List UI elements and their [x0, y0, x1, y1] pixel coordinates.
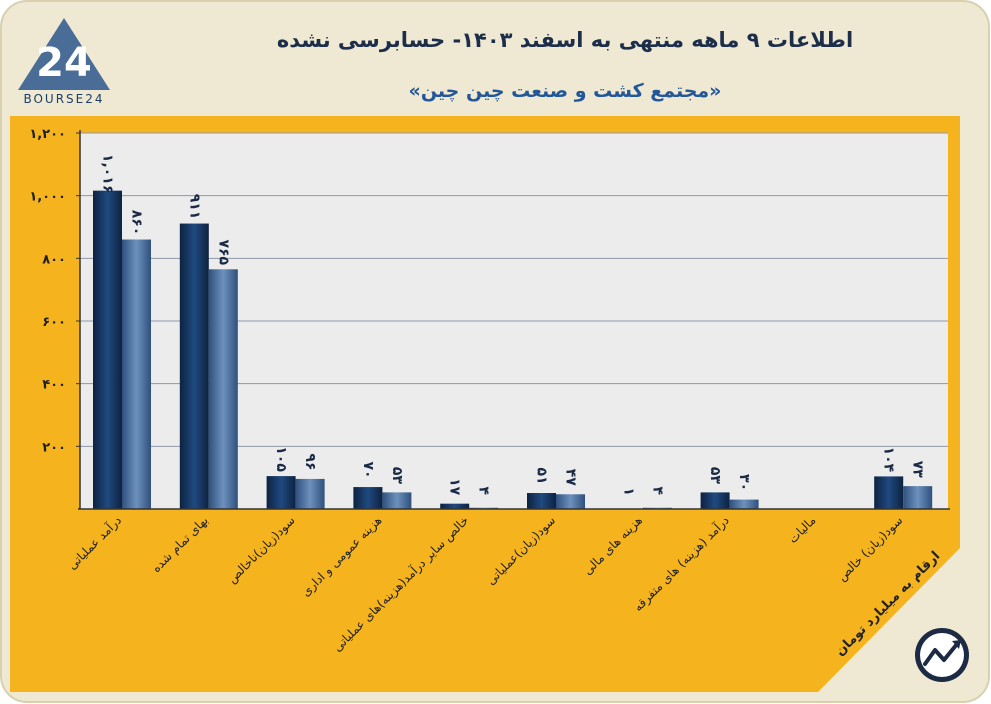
bar [266, 476, 296, 509]
bourse24-logo-icon: 24 [18, 18, 110, 90]
bar [295, 478, 325, 509]
value-label: ۵۳ [389, 467, 405, 485]
value-label: ۴ [649, 486, 665, 495]
value-label: ۸۶۰ [129, 210, 145, 236]
value-label: ۷۶۵ [215, 239, 231, 265]
value-label: ۷۳ [910, 461, 926, 479]
value-label: ۱۰۵ [273, 446, 289, 472]
bar [179, 223, 209, 509]
value-label: ۴۷ [563, 469, 579, 487]
y-tick-label: ۴۰۰ [42, 378, 66, 393]
value-label: ۹۶ [302, 453, 318, 470]
bar [440, 503, 470, 509]
value-label: ۹۱۱ [186, 194, 202, 220]
bar [208, 269, 238, 509]
value-label: ۳۰ [736, 474, 752, 491]
bar [700, 492, 730, 509]
bar [556, 494, 585, 509]
bars [93, 190, 933, 510]
bar [382, 492, 412, 509]
y-axis-ticks: ۲۰۰ ۴۰۰ ۶۰۰ ۸۰۰ ۱,۰۰۰ ۱,۲۰۰ [29, 127, 80, 455]
value-label: ۴ [476, 486, 492, 495]
y-tick-label: ۲۰۰ [42, 440, 66, 455]
value-label: ۱۷ [447, 478, 463, 496]
bar [903, 486, 933, 509]
value-label: ۵۳ [707, 467, 723, 485]
svg-text:24: 24 [36, 40, 92, 86]
trend-chart-icon [915, 628, 969, 682]
y-tick-label: ۸۰۰ [42, 252, 66, 267]
y-tick-label: ۱,۰۰۰ [29, 190, 66, 205]
value-label: ۱۰۴ [881, 447, 897, 473]
value-labels: ۱,۰۱۶ ۹۱۱ ۱۰۵ ۷۰ ۱۷ ۵۱ ۱ ۵۳ ۱۰۴ ۸۶۰ ۷۶۵ ۹۶ ۵۳ ۴ ۴۷ ۴ ۳۰ ۷… [100, 154, 926, 496]
value-label: ۱ [620, 487, 636, 496]
bar [527, 493, 556, 509]
y-tick-label: ۱,۲۰۰ [29, 127, 66, 142]
bar [353, 487, 383, 509]
logo-text: BOURSE24 [23, 92, 105, 106]
value-label: ۷۰ [360, 462, 376, 479]
chart-subtitle: «مجتمع کشت و صنعت چین چین» [408, 80, 722, 102]
bar [874, 476, 904, 509]
y-tick-label: ۶۰۰ [42, 315, 66, 330]
bar [729, 499, 759, 509]
bar [93, 190, 122, 510]
value-label: ۵۱ [534, 467, 550, 484]
value-label: ۱,۰۱۶ [100, 154, 116, 194]
chart-title: اطلاعات ۹ ماهه منتهی به اسفند ۱۴۰۳- حساب… [276, 28, 854, 52]
bar [122, 239, 151, 510]
